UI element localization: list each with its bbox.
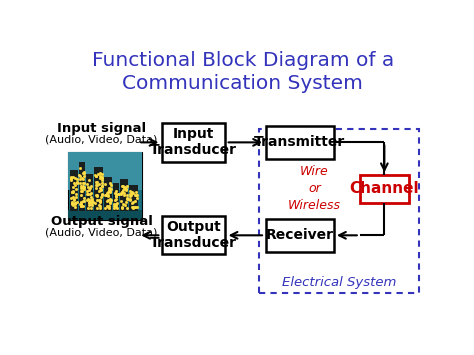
Bar: [360, 175, 409, 202]
Text: Output
Transducer: Output Transducer: [150, 220, 237, 250]
Bar: [79, 162, 85, 211]
Bar: [68, 210, 142, 220]
Bar: [94, 167, 103, 211]
Bar: [162, 123, 225, 162]
Bar: [68, 152, 142, 220]
Text: Wire
or
Wireless: Wire or Wireless: [288, 165, 341, 212]
Text: Output signal: Output signal: [51, 215, 153, 228]
Bar: [70, 170, 78, 211]
Bar: [259, 129, 419, 293]
Text: Transmitter: Transmitter: [254, 135, 346, 149]
Text: Electrical System: Electrical System: [282, 275, 396, 289]
Text: Functional Block Diagram of a
Communication System: Functional Block Diagram of a Communicat…: [92, 51, 394, 93]
Bar: [113, 183, 119, 211]
Text: (Audio, Video, Data): (Audio, Video, Data): [46, 135, 158, 144]
Bar: [68, 152, 142, 190]
Bar: [129, 185, 138, 211]
Bar: [162, 216, 225, 255]
Bar: [266, 126, 334, 159]
Bar: [120, 179, 128, 211]
Bar: [104, 177, 112, 211]
Bar: [86, 174, 93, 211]
Text: Input
Transducer: Input Transducer: [150, 127, 237, 158]
Text: (Audio, Video, Data): (Audio, Video, Data): [46, 228, 158, 237]
Text: Input signal: Input signal: [57, 122, 146, 135]
Bar: [266, 219, 334, 252]
Text: Channel: Channel: [349, 181, 419, 196]
Text: Receiver: Receiver: [266, 228, 334, 242]
